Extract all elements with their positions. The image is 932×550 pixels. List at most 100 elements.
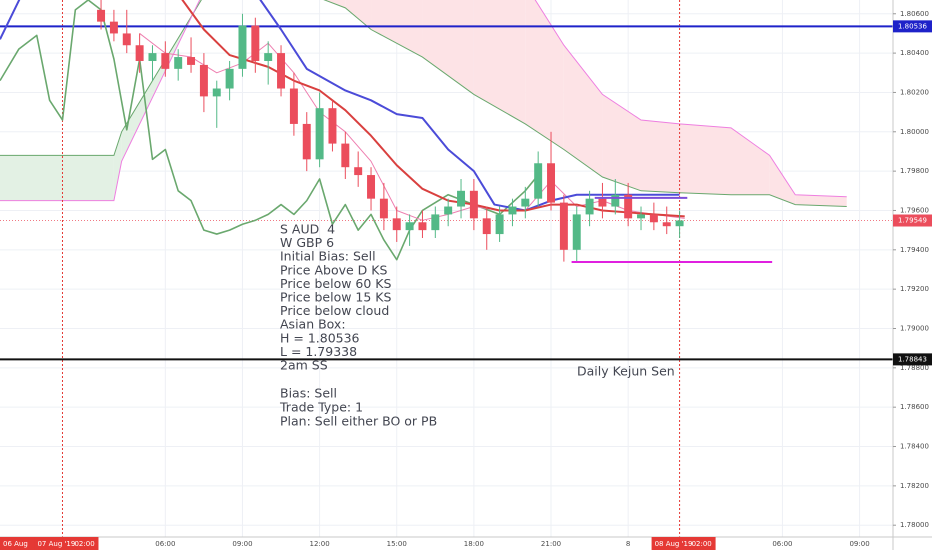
candle-body bbox=[354, 167, 363, 176]
cloud-fill bbox=[795, 194, 847, 207]
y-tick-label: 1.80400 bbox=[900, 49, 929, 57]
candle-body bbox=[495, 214, 504, 235]
x-tick-label: 15:00 bbox=[387, 540, 407, 548]
x-tick-label: 8 bbox=[626, 540, 630, 548]
cloud-fill bbox=[113, 131, 122, 201]
cloud-fill bbox=[641, 119, 680, 193]
price-tag-label: 1.80536 bbox=[898, 22, 927, 30]
annotation-line: Plan: Sell either BO or PB bbox=[280, 414, 437, 429]
price-tag bbox=[893, 20, 932, 33]
cloud-fill bbox=[473, 0, 526, 124]
date-tag bbox=[651, 537, 716, 550]
candle-body bbox=[508, 206, 517, 215]
annotation-line: Bias: Sell bbox=[280, 386, 337, 401]
candle-body bbox=[572, 214, 581, 250]
price-tag-label: 1.79549 bbox=[898, 217, 927, 225]
candle-body bbox=[444, 206, 453, 215]
cloud-span-a bbox=[0, 0, 847, 208]
candle-body bbox=[251, 25, 260, 61]
candle-body bbox=[675, 220, 684, 227]
candle-body bbox=[482, 218, 491, 235]
price-tag bbox=[893, 214, 932, 227]
y-tick-label: 1.80200 bbox=[900, 88, 929, 96]
annotation-line: Price Above D KS bbox=[280, 262, 387, 277]
x-tick-label: 09:00 bbox=[849, 540, 869, 548]
y-tick-label: 1.79200 bbox=[900, 285, 929, 293]
candle-body bbox=[598, 198, 607, 207]
annotation-line: S AUD 4 bbox=[280, 222, 335, 237]
candle-body bbox=[264, 53, 273, 61]
candle-body bbox=[225, 68, 234, 89]
annotation-line: 2am SS bbox=[280, 358, 328, 373]
indicator-line bbox=[0, 0, 539, 261]
indicator-line bbox=[0, 0, 680, 212]
annotation-line: Price below cloud bbox=[280, 303, 389, 318]
y-tick-label: 1.78000 bbox=[900, 521, 929, 529]
candle-body bbox=[662, 222, 671, 227]
annotation-line: H = 1.80536 bbox=[280, 330, 360, 345]
candle-body bbox=[328, 108, 337, 144]
candle-body bbox=[431, 214, 440, 231]
candle-body bbox=[161, 53, 170, 69]
x-tick-label: 06:00 bbox=[155, 540, 175, 548]
candle-body bbox=[199, 64, 208, 97]
annotation-line: Price below 15 KS bbox=[280, 290, 391, 305]
candle-body bbox=[405, 222, 414, 231]
indicator-line bbox=[181, 0, 685, 218]
candle-body bbox=[534, 163, 543, 199]
candle-body bbox=[624, 194, 633, 219]
annotation-line: W GBP 6 bbox=[280, 235, 334, 250]
cloud-fill bbox=[525, 0, 564, 150]
y-tick-label: 1.80000 bbox=[900, 128, 929, 136]
candle-body bbox=[315, 108, 324, 160]
date-tag-label: 08 Aug '19 bbox=[655, 540, 693, 548]
y-tick-label: 1.78600 bbox=[900, 403, 929, 411]
cloud-fill bbox=[769, 155, 796, 205]
price-tag-label: 1.78843 bbox=[898, 355, 927, 363]
cloud-fill bbox=[563, 45, 603, 178]
x-tick-label: 18:00 bbox=[464, 540, 484, 548]
candle-body bbox=[367, 175, 376, 199]
cloud-span-b bbox=[0, 0, 847, 202]
candle-body bbox=[559, 202, 568, 250]
level-label: Daily Kejun Sen bbox=[577, 364, 675, 379]
date-tag-label: 07 Aug '19 bbox=[37, 540, 75, 548]
candle-body bbox=[547, 163, 556, 203]
x-tick-label: 12:00 bbox=[310, 540, 330, 548]
candle-body bbox=[289, 88, 298, 124]
candle-body bbox=[457, 190, 466, 207]
candle-body bbox=[611, 194, 620, 207]
cloud-fill bbox=[422, 0, 474, 95]
y-tick-label: 1.79000 bbox=[900, 324, 929, 332]
cloud-fill bbox=[345, 0, 372, 30]
candle-body bbox=[212, 88, 221, 97]
candle-body bbox=[649, 214, 658, 223]
candle-body bbox=[148, 53, 157, 61]
date-tag bbox=[34, 537, 99, 550]
candle-body bbox=[637, 214, 646, 219]
date-tag bbox=[0, 537, 36, 550]
y-tick-label: 1.79800 bbox=[900, 167, 929, 175]
date-tag-label: 02:00 bbox=[692, 540, 712, 548]
annotation-line: Asian Box: bbox=[280, 317, 346, 332]
candle-body bbox=[187, 57, 196, 65]
date-tag-label: 06 Aug bbox=[3, 540, 28, 548]
y-tick-label: 1.79600 bbox=[900, 206, 929, 214]
candle-body bbox=[109, 21, 118, 34]
candle-body bbox=[122, 33, 131, 46]
cloud-fill bbox=[602, 94, 642, 191]
y-tick-label: 1.80600 bbox=[900, 10, 929, 18]
axes: 1.80600 1.80400 1.80200 1.80000 1.79800 1.796… bbox=[0, 10, 932, 550]
annotation-line: L = 1.79338 bbox=[280, 344, 357, 359]
annotation-line: Trade Type: 1 bbox=[279, 400, 363, 415]
price-tag bbox=[893, 353, 932, 366]
y-tick-label: 1.78400 bbox=[900, 443, 929, 451]
cloud-fill bbox=[371, 0, 423, 58]
candle-body bbox=[392, 218, 401, 231]
candle-body bbox=[135, 45, 144, 61]
date-tag-label: 02:00 bbox=[74, 540, 94, 548]
x-tick-label: 21:00 bbox=[541, 540, 561, 548]
y-tick-label: 1.78800 bbox=[900, 364, 929, 372]
